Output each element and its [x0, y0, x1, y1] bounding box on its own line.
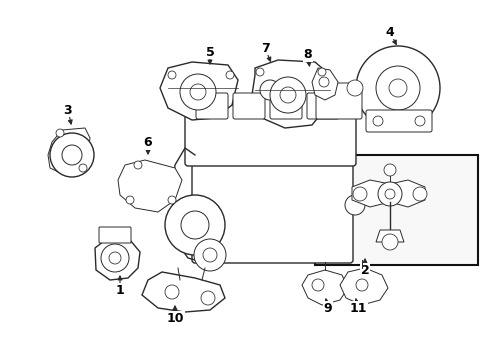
Circle shape: [384, 189, 394, 199]
Circle shape: [168, 71, 176, 79]
Circle shape: [372, 116, 382, 126]
Polygon shape: [118, 160, 182, 212]
Circle shape: [56, 129, 64, 137]
Circle shape: [377, 182, 401, 206]
Bar: [314, 155, 477, 265]
Circle shape: [225, 71, 234, 79]
Circle shape: [126, 196, 134, 204]
Circle shape: [381, 234, 397, 250]
Circle shape: [168, 196, 176, 204]
Circle shape: [134, 161, 142, 169]
Text: 7: 7: [260, 41, 269, 54]
Circle shape: [355, 279, 367, 291]
Circle shape: [388, 79, 406, 97]
Circle shape: [201, 291, 215, 305]
Polygon shape: [375, 230, 403, 242]
Circle shape: [280, 87, 295, 103]
Circle shape: [355, 46, 439, 130]
Text: 5: 5: [205, 45, 214, 58]
FancyBboxPatch shape: [184, 105, 355, 166]
FancyBboxPatch shape: [99, 227, 131, 243]
Polygon shape: [95, 238, 140, 280]
Circle shape: [269, 77, 305, 113]
Circle shape: [79, 164, 87, 172]
Polygon shape: [302, 270, 347, 305]
Circle shape: [180, 74, 216, 110]
Circle shape: [181, 211, 208, 239]
Circle shape: [317, 68, 325, 76]
Text: 3: 3: [63, 104, 72, 117]
Circle shape: [203, 248, 217, 262]
Text: 8: 8: [303, 49, 312, 62]
FancyBboxPatch shape: [232, 93, 264, 119]
Circle shape: [375, 66, 419, 110]
FancyBboxPatch shape: [315, 83, 361, 119]
Circle shape: [50, 133, 94, 177]
Text: 9: 9: [323, 302, 332, 315]
Text: 10: 10: [166, 311, 183, 324]
FancyBboxPatch shape: [196, 93, 227, 119]
Circle shape: [414, 116, 424, 126]
Circle shape: [346, 80, 362, 96]
Polygon shape: [48, 128, 90, 175]
Circle shape: [318, 77, 328, 87]
FancyBboxPatch shape: [192, 152, 352, 263]
Circle shape: [101, 244, 129, 272]
Circle shape: [260, 80, 280, 100]
Text: 1: 1: [115, 284, 124, 297]
Polygon shape: [339, 268, 387, 305]
Polygon shape: [251, 60, 329, 128]
FancyBboxPatch shape: [269, 93, 302, 119]
Circle shape: [109, 252, 121, 264]
Text: 6: 6: [143, 136, 152, 149]
FancyBboxPatch shape: [365, 110, 431, 132]
Circle shape: [164, 285, 179, 299]
Text: 4: 4: [385, 26, 393, 39]
Circle shape: [62, 145, 82, 165]
Polygon shape: [142, 272, 224, 312]
Polygon shape: [351, 180, 424, 207]
Polygon shape: [160, 62, 238, 120]
Circle shape: [164, 195, 224, 255]
Circle shape: [352, 187, 366, 201]
Polygon shape: [311, 68, 337, 100]
Circle shape: [190, 84, 205, 100]
FancyBboxPatch shape: [306, 93, 338, 119]
Circle shape: [194, 239, 225, 271]
Circle shape: [311, 279, 324, 291]
Circle shape: [345, 195, 364, 215]
Circle shape: [412, 187, 426, 201]
Text: 11: 11: [348, 302, 366, 315]
Circle shape: [383, 164, 395, 176]
Text: 2: 2: [360, 264, 368, 276]
Circle shape: [256, 68, 264, 76]
